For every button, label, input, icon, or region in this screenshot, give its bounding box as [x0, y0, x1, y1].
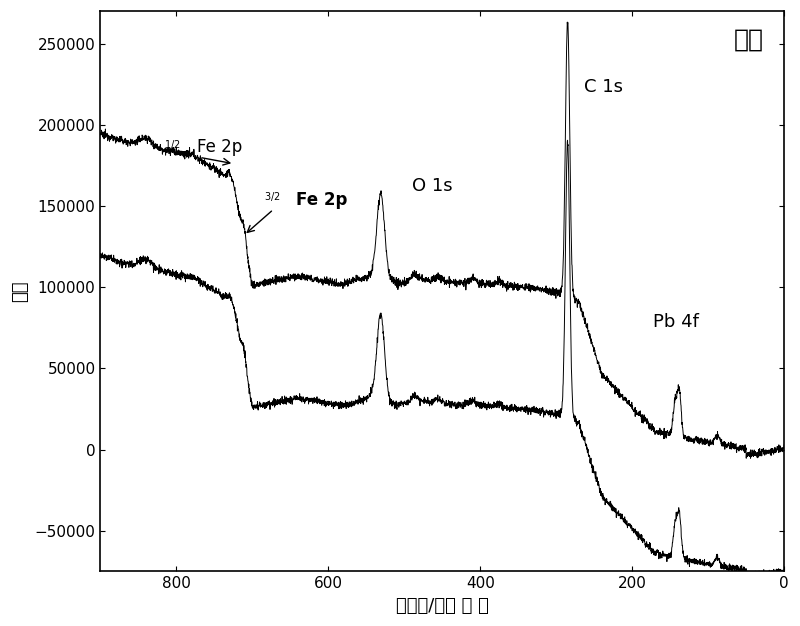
Text: O 1s: O 1s: [412, 177, 453, 195]
Text: 全谱: 全谱: [734, 28, 763, 52]
X-axis label: 结合能/电子 伏 特: 结合能/电子 伏 特: [396, 597, 489, 615]
Text: Pb 4f: Pb 4f: [654, 313, 699, 331]
Text: C 1s: C 1s: [584, 78, 623, 96]
Y-axis label: 强度: 强度: [11, 280, 29, 302]
Text: $_{1/2}$: $_{1/2}$: [164, 138, 181, 151]
Text: Fe 2p: Fe 2p: [197, 138, 242, 156]
Text: Fe 2p: Fe 2p: [296, 192, 348, 209]
Text: $_{3/2}$: $_{3/2}$: [264, 190, 280, 203]
